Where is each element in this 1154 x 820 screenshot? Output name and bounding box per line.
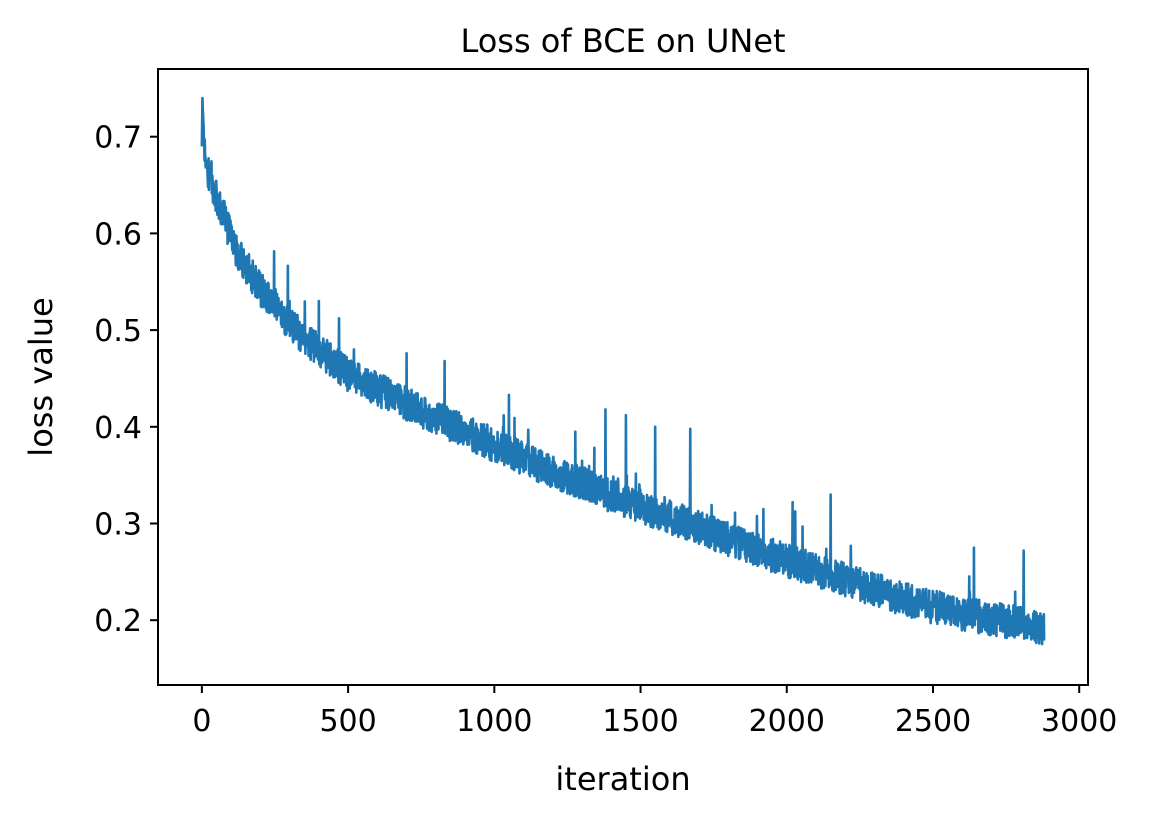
loss-series-line xyxy=(200,96,1046,646)
x-axis-label: iteration xyxy=(555,760,690,798)
series-layer xyxy=(200,96,1046,646)
y-axis: 0.2 0.3 0.4 0.5 0.6 0.7 xyxy=(94,121,158,639)
y-tick-label: 0.7 xyxy=(94,121,142,156)
y-tick-label: 0.5 xyxy=(94,314,142,349)
x-tick-label: 500 xyxy=(319,704,376,739)
x-tick-label: 1500 xyxy=(602,704,678,739)
y-tick-label: 0.6 xyxy=(94,217,142,252)
y-axis-label: loss value xyxy=(22,297,60,456)
chart-title: Loss of BCE on UNet xyxy=(460,22,785,60)
x-tick-label: 1000 xyxy=(456,704,532,739)
x-tick-label: 2000 xyxy=(749,704,825,739)
x-tick-label: 2500 xyxy=(895,704,971,739)
y-tick-label: 0.3 xyxy=(94,508,142,543)
x-axis: 0 500 1000 1500 2000 2500 3000 xyxy=(192,685,1117,739)
y-tick-label: 0.2 xyxy=(94,604,142,639)
plot-frame xyxy=(157,68,1089,686)
plot-area xyxy=(157,68,1089,686)
x-tick-label: 0 xyxy=(192,704,211,739)
x-tick-label: 3000 xyxy=(1041,704,1117,739)
y-tick-label: 0.4 xyxy=(94,411,142,446)
